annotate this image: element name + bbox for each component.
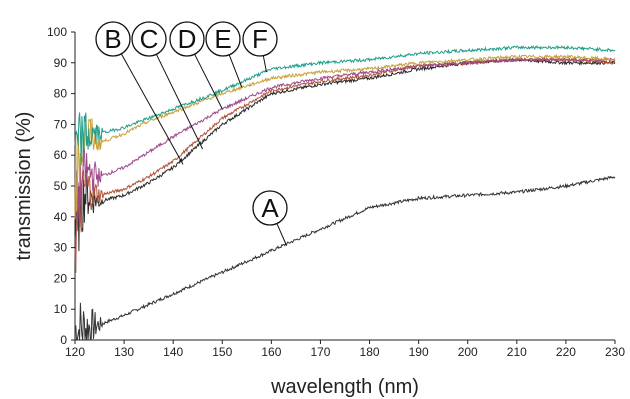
x-tick-label: 140 (163, 345, 183, 359)
callout-label-a: A (261, 193, 279, 223)
callout-leader-b (120, 53, 184, 165)
y-tick-label: 30 (54, 241, 68, 255)
callout-circle-e (205, 21, 241, 57)
series-line-d (74, 56, 616, 232)
y-tick-label: 50 (54, 179, 68, 193)
x-tick-label: 160 (261, 345, 281, 359)
y-tick-label: 10 (54, 302, 68, 316)
callout-label-c: C (140, 24, 159, 54)
callout-label-d: D (178, 24, 197, 54)
y-tick-label: 70 (54, 117, 68, 131)
callout-leader-d (194, 53, 223, 110)
callout-leader-e (228, 54, 243, 88)
series-line-b (74, 57, 616, 252)
callout-leader-c (155, 54, 204, 150)
y-axis-title: transmission (%) (13, 112, 35, 261)
callout-circle-b (95, 21, 131, 57)
callout-circle-a (252, 190, 288, 226)
x-tick-label: 220 (556, 345, 576, 359)
callout-leader-a (276, 223, 287, 245)
callout-circle-f (242, 21, 278, 57)
callout-circle-c (131, 21, 167, 57)
x-tick-label: 180 (360, 345, 380, 359)
y-tick-label: 90 (54, 56, 68, 70)
x-axis-title: wavelength (nm) (270, 376, 419, 398)
callout-label-b: B (104, 24, 121, 54)
callout-label-f: F (252, 24, 268, 54)
series-line-e (74, 53, 616, 219)
y-tick-label: 0 (60, 333, 67, 347)
y-tick-label: 100 (47, 25, 67, 39)
x-tick-label: 120 (65, 345, 85, 359)
series-line-f (74, 44, 616, 167)
callouts: A B C D E F (95, 21, 288, 245)
x-tick-label: 200 (458, 345, 478, 359)
x-tick-label: 230 (605, 345, 625, 359)
x-tick-label: 210 (507, 345, 527, 359)
callout-circle-d (169, 21, 205, 57)
y-tick-label: 60 (54, 148, 68, 162)
ticks: 120 130 140 150 160 170 180 190 200 210 220 230 0 10 2… (47, 25, 625, 359)
callout-label-e: E (214, 24, 231, 54)
series-line-a (74, 175, 616, 341)
series-layer (74, 44, 616, 341)
x-tick-label: 130 (114, 345, 134, 359)
y-tick-label: 40 (54, 210, 68, 224)
x-tick-label: 150 (212, 345, 232, 359)
y-tick-label: 20 (54, 271, 68, 285)
y-tick-label: 80 (54, 87, 68, 101)
series-line-c (74, 56, 616, 273)
callout-leader-f (262, 55, 267, 73)
x-tick-label: 170 (310, 345, 330, 359)
x-tick-label: 190 (409, 345, 429, 359)
